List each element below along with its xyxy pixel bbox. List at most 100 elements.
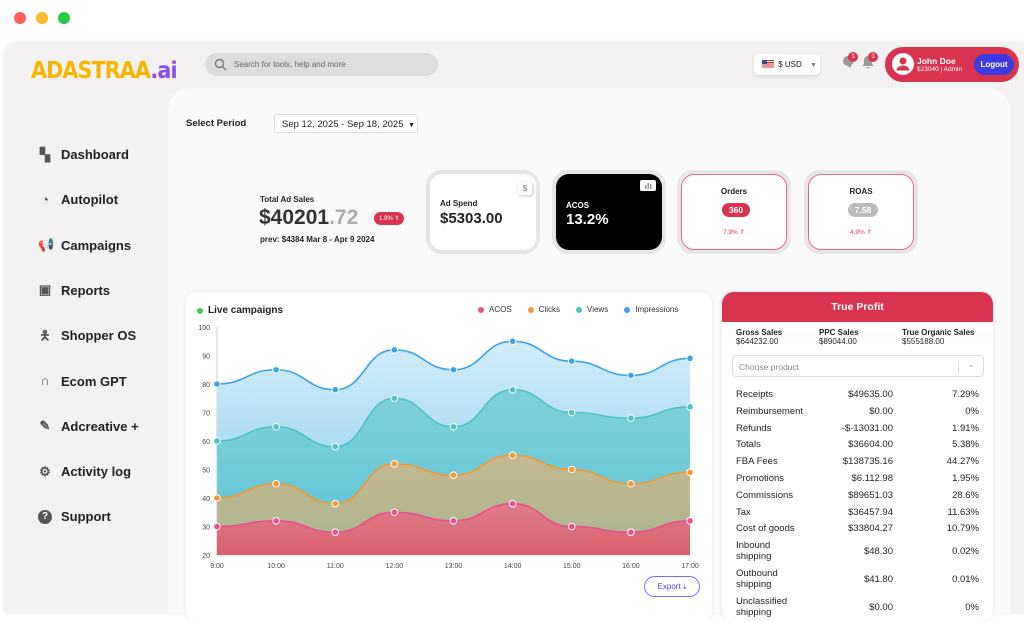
y-tick-label: 90 [202,354,210,361]
point-clicks [508,451,517,460]
acos-card[interactable]: ACOS 13.2% [552,170,666,254]
choose-product-select[interactable]: Choose product ⌄ [732,355,984,377]
orders-card[interactable]: Orders 360 7.9% ⇑ [677,170,791,254]
logout-button[interactable]: Logout [974,54,1014,75]
user-name: John Doe [917,56,956,66]
sidebar-item-activity-log[interactable]: ⚙ Activity log [39,463,132,480]
live-campaigns-card: Live campaigns ACOS Clicks Views Impression… [186,292,712,622]
chevron-down-icon: ▼ [810,62,817,69]
x-tick-label: 10:00 [267,563,285,570]
chevron-down-icon: ⌄ [967,359,975,369]
person-icon: 🯅 [39,327,51,343]
window-minimize-button[interactable] [36,12,48,24]
point-acos [508,499,517,508]
orders-value: 360 [722,203,750,217]
point-views [213,437,221,445]
point-acos [627,528,635,536]
window-maximize-button[interactable] [58,12,70,24]
point-acos [390,508,399,517]
period-label: Select Period [186,118,247,129]
x-tick-label: 9:00 [210,563,224,570]
legend-acos[interactable]: ACOS [478,305,512,314]
window-close-button[interactable] [14,12,26,24]
sidebar-item-reports[interactable]: ▣ Reports [38,282,111,298]
search-input[interactable]: Search for tools, help and more [205,53,438,76]
profit-row: Refunds -$-13031.00 1.91% [736,422,979,434]
point-acos [213,522,221,531]
sidebar-item-shopper-os[interactable]: 🯅 Shopper OS [39,327,137,344]
legend-clicks[interactable]: Clicks [527,305,560,314]
point-clicks [686,468,694,477]
point-clicks [331,499,340,508]
profit-row: Receipts $49635.00 7.29% [736,389,979,400]
help-icon: ? [38,509,52,524]
export-button[interactable]: Export ⤓ [644,576,700,597]
x-tick-label: 15:00 [563,563,581,570]
messages-badge: 3 [848,52,858,62]
summary-0: Gross Sales $644232.00 [736,328,783,346]
dollar-icon: $ [518,182,532,195]
true-profit-card: True Profit Gross Sales $644232.00 PPC Sal… [722,292,993,622]
summary-2: True Organic Sales $555188.00 [902,328,975,346]
point-views [331,442,340,451]
sidebar-item-campaigns[interactable]: 📢 Campaigns [38,237,132,253]
sidebar-item-autopilot[interactable]: ◔ Autopilot [38,192,118,207]
point-views [272,422,280,431]
ad-spend-card[interactable]: $ Ad Spend $5303.00 [426,170,540,254]
profit-row: Unclassified shipping $0.00 0% [736,596,979,619]
sidebar-item-support[interactable]: ? Support [38,509,111,524]
area-acos [217,503,690,555]
profit-row: Totals $36604.00 5.38% [736,439,979,451]
user-menu[interactable]: John Doe $23040 | Admin Logout [885,47,1019,82]
point-views [390,394,399,403]
total-ad-sales-label: Total Ad Sales [260,195,315,204]
period-selector[interactable]: Sep 12, 2025 - Sep 18, 2025 ▼ [274,114,418,133]
point-views [686,403,694,411]
profit-row: Commissions $89651.03 28.6% [736,489,979,501]
x-tick-label: 16:00 [622,563,640,570]
acos-value: 13.2% [566,211,609,228]
megaphone-icon: 📢 [38,237,55,253]
y-tick-label: 40 [202,496,210,503]
y-tick-label: 60 [202,439,210,446]
avatar-icon [892,53,914,75]
roas-value: 7.58 [848,203,878,217]
total-change-badge: 1.9% ⇑ [374,212,405,225]
point-impressions [331,385,340,394]
point-impressions [449,365,458,374]
point-clicks [449,471,458,479]
ad-spend-value: $5303.00 [440,210,503,227]
total-prev: prev: $4384 Mar 8 - Apr 9 2024 [260,235,375,244]
y-tick-label: 30 [202,525,210,532]
user-meta: $23040 | Admin [917,66,963,73]
point-impressions [567,357,576,365]
roas-card[interactable]: ROAS 7.58 4.9% ⇑ [804,170,918,254]
profit-row: FBA Fees $138735.16 44.27% [736,456,979,468]
point-clicks [627,479,635,488]
messages-button[interactable]: 3 [842,52,858,71]
search-icon [214,58,227,71]
sidebar-item-adcreative[interactable]: ✎ Adcreative + [39,418,139,434]
logo[interactable]: ADASTRAA.ai [31,58,178,84]
point-acos [567,522,576,531]
legend-impressions[interactable]: Impressions [624,305,678,314]
sidebar-item-ecom-gpt[interactable]: ∩ Ecom GPT [38,373,126,389]
headset-icon: ∩ [40,373,50,388]
notifications-button[interactable]: 3 [862,52,878,71]
download-icon: ⤓ [682,582,687,591]
point-acos [449,517,458,525]
point-impressions [686,354,694,363]
x-tick-label: 14:00 [504,563,522,570]
currency-selector[interactable]: $ USD ▼ [754,54,820,75]
legend-views[interactable]: Views [576,305,608,314]
profit-row: Promotions $6.112.98 1.95% [736,473,979,484]
x-tick-label: 13:00 [445,563,463,570]
point-clicks [567,465,576,474]
sidebar-item-dashboard[interactable]: ▚ Dashboard [40,146,129,162]
dashboard-icon: ▚ [40,146,50,162]
y-tick-label: 20 [202,553,210,560]
profit-row: Outbound shipping $41.80 0.01% [736,568,979,591]
profit-row: Cost of goods $33804.27 10.79% [736,523,979,535]
point-impressions [390,346,399,354]
point-clicks [390,460,399,468]
